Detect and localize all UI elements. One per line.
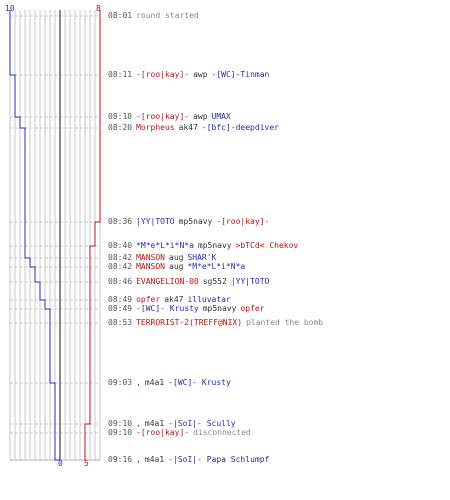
event-time: 08:01 — [108, 11, 133, 20]
t-end-count: 5 — [84, 459, 89, 468]
event-time: 08:18 — [108, 112, 133, 121]
event-row: 08:11 -[roo|kay]- awp -[WC]-Tinman — [108, 70, 273, 80]
event-text: >bTCd< Chekov — [235, 241, 299, 250]
event-time: 08:46 — [108, 277, 133, 286]
event-row: 08:46 EVANGELION-00 sg552 |YY|TOTO — [108, 277, 273, 287]
event-text: -[roo|kay]- — [136, 112, 190, 121]
event-text: m4a1 — [144, 378, 165, 387]
event-text: sg552 — [202, 277, 227, 286]
event-text: -|SoI|- Papa Schlumpf — [168, 455, 270, 464]
event-text: opfer — [136, 295, 161, 304]
event-row: 08:53 TERRORIST-2(TREFF@NIX) planted the b… — [108, 318, 327, 328]
event-text: -[WC]- Krusty — [168, 378, 231, 387]
event-text: -[roo|kay]- — [136, 70, 190, 79]
event-text: -[WC]-Tinman — [211, 70, 270, 79]
event-time: 08:49 — [108, 304, 133, 313]
event-text: mp5navy — [178, 217, 213, 226]
event-time: 08:40 — [108, 241, 133, 250]
event-row: 08:20 Morpheus ak47 -[bfc]-deepdiver — [108, 123, 283, 133]
event-time: 08:42 — [108, 253, 133, 262]
event-text: , — [136, 455, 141, 464]
event-time: 09:10 — [108, 428, 133, 437]
event-text: ak47 — [178, 123, 198, 132]
event-time: 09:03 — [108, 378, 133, 387]
event-time: 08:20 — [108, 123, 133, 132]
event-time: 08:11 — [108, 70, 133, 79]
event-row: 08:01 round started — [108, 11, 203, 21]
event-time: 08:53 — [108, 318, 133, 327]
event-text: aug — [169, 253, 184, 262]
event-text: Morpheus — [136, 123, 175, 132]
event-time: 09:16 — [108, 455, 133, 464]
event-row: 08:40 *M*e*L*i*N*a mp5navy >bTCd< Chekov — [108, 241, 302, 251]
event-time: 08:49 — [108, 295, 133, 304]
event-row: 09:03, m4a1 -[WC]- Krusty — [108, 378, 235, 388]
event-text: -[bfc]-deepdiver — [201, 123, 279, 132]
event-text: MANSON — [136, 262, 165, 271]
event-row: 08:42 MANSON aug *M*e*L*i*N*a — [108, 262, 249, 272]
t-alive-line — [84, 10, 101, 460]
ct-end-count: 0 — [58, 459, 63, 468]
event-text: illuvatar — [187, 295, 231, 304]
event-text: m4a1 — [144, 419, 165, 428]
event-text: ak47 — [164, 295, 184, 304]
event-text: awp — [193, 112, 208, 121]
event-text: -[roo|kay]- — [136, 428, 190, 437]
event-text: -|SoI|- Scully — [168, 419, 236, 428]
event-row: 09:10 -[roo|kay]- disconnected — [108, 428, 255, 438]
t-start-count: 8 — [96, 4, 101, 13]
event-text: UMAX — [211, 112, 231, 121]
event-text: |YY|TOTO — [136, 217, 175, 226]
event-row: 09:16, m4a1 -|SoI|- Papa Schlumpf — [108, 455, 273, 465]
event-text: opfer — [240, 304, 265, 313]
event-row: 08:42 MANSON aug SHAR'K — [108, 253, 220, 263]
event-row: 08:18 -[roo|kay]- awp UMAX — [108, 112, 235, 122]
event-text: *M*e*L*i*N*a — [187, 262, 246, 271]
event-text: -[WC]- Krusty — [136, 304, 199, 313]
event-row: 09:10, m4a1 -|SoI|- Scully — [108, 419, 240, 429]
event-text: EVANGELION-00 — [136, 277, 199, 286]
event-row: 08:36 |YY|TOTO mp5navy -[roo|kay]- — [108, 217, 273, 227]
event-text: TERRORIST-2(TREFF@NIX) — [136, 318, 243, 327]
event-text: |YY|TOTO — [230, 277, 270, 286]
event-row: 08:49 -[WC]- Krusty mp5navy opfer — [108, 304, 269, 314]
ct-start-count: 10 — [5, 4, 15, 13]
event-time: 08:42 — [108, 262, 133, 271]
event-text: , — [136, 378, 141, 387]
event-text: disconnected — [193, 428, 251, 437]
event-text: aug — [169, 262, 184, 271]
event-text: m4a1 — [144, 455, 165, 464]
ct-alive-line — [9, 10, 60, 461]
event-text: mp5navy — [197, 241, 232, 250]
event-text: mp5navy — [202, 304, 237, 313]
event-text: SHAR'K — [187, 253, 217, 262]
event-text: round started — [136, 11, 199, 20]
event-text: MANSON — [136, 253, 165, 262]
event-row: 08:49 opfer ak47 illuvatar — [108, 295, 235, 305]
event-text: awp — [193, 70, 208, 79]
event-text: -[roo|kay]- — [216, 217, 270, 226]
event-text: planted the bomb — [246, 318, 324, 327]
event-text: *M*e*L*i*N*a — [136, 241, 194, 250]
event-text: , — [136, 419, 141, 428]
event-time: 09:10 — [108, 419, 133, 428]
event-time: 08:36 — [108, 217, 133, 226]
